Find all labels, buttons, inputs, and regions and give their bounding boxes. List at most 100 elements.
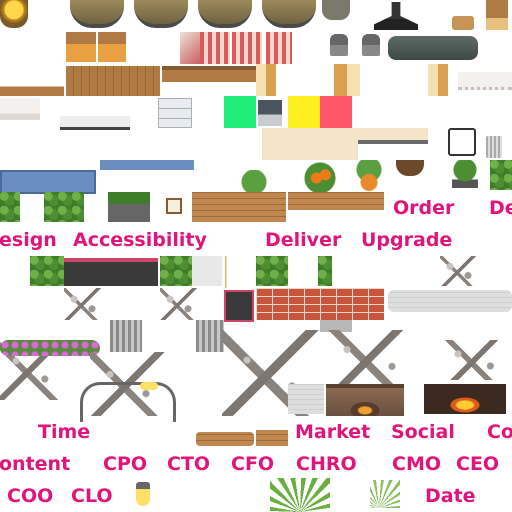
counter-sprite — [262, 128, 358, 160]
label-cto: CTO — [167, 453, 211, 475]
red-swatch — [320, 96, 352, 128]
fireplace-sprite — [424, 384, 506, 414]
barrel-sprite — [134, 0, 188, 28]
label-time: Time — [38, 421, 91, 443]
hedge-sprite — [44, 192, 84, 222]
label-de-cut: De — [489, 197, 512, 219]
tv-screen-sprite — [64, 258, 158, 286]
label-coo: COO — [7, 485, 54, 507]
label-order: Order — [393, 197, 455, 219]
label-deliver: Deliver — [265, 229, 342, 251]
label-content-cut: ontent — [0, 453, 71, 475]
shelf-sprite — [0, 98, 40, 120]
pipe-sprite — [388, 36, 478, 60]
label-social: Social — [391, 421, 455, 443]
whiteboard-sprite — [448, 128, 476, 156]
label-ceo: CEO — [456, 453, 500, 475]
bush-sprite — [256, 256, 288, 286]
door-frame-sprite — [334, 64, 360, 96]
lamp-post-base-sprite — [362, 34, 380, 56]
pillar-sprite — [110, 320, 142, 352]
orange-tree-sprite — [302, 162, 338, 194]
bench-sprite — [162, 66, 256, 82]
label-co-cut: Co — [487, 421, 512, 443]
chair-sprite — [486, 0, 508, 30]
flower-bush-sprite — [0, 340, 100, 356]
bare-tree-sprite — [160, 288, 200, 320]
chair-sprite — [98, 32, 126, 62]
crate-sprite — [288, 192, 384, 210]
bare-tree-sprite — [64, 288, 104, 320]
table-sprite — [66, 66, 160, 96]
crate-sprite — [256, 430, 288, 446]
bush-sprite — [30, 256, 64, 286]
curtain-sprite — [200, 32, 230, 64]
bare-tree-sprite — [322, 330, 422, 386]
barrel-sprite — [322, 0, 350, 20]
light-bulb-sprite — [136, 482, 150, 506]
lamp-post-base-sprite — [330, 34, 348, 56]
stone-slab-sprite — [288, 384, 324, 414]
label-cpo: CPO — [103, 453, 148, 475]
bare-tree-sprite — [440, 340, 512, 380]
hedge-sprite — [490, 160, 512, 190]
yellow-swatch — [288, 96, 320, 128]
chair-sprite — [66, 32, 96, 62]
curtain-sprite — [232, 32, 262, 64]
dark-screen-sprite — [224, 290, 254, 322]
bush-sprite — [160, 256, 192, 286]
blue-panel-sprite — [100, 160, 194, 170]
lace-table-sprite — [458, 72, 512, 90]
pillar-sprite — [196, 320, 224, 352]
label-cmo: CMO — [392, 453, 442, 475]
barrel-sprite — [70, 0, 124, 28]
flower-pot-sprite — [396, 160, 424, 176]
bed-frame-sprite — [0, 64, 64, 96]
bush-sprite — [318, 256, 332, 286]
blue-panel-sprite — [0, 170, 96, 194]
desk-sprite — [358, 128, 428, 144]
label-cfo: CFO — [231, 453, 275, 475]
stone-slab-sprite — [388, 290, 512, 312]
palm-plant-sprite — [370, 480, 400, 508]
crate-sprite — [192, 192, 286, 222]
crate-sprite — [196, 432, 254, 446]
hedge-sprite — [0, 192, 20, 222]
barrel-sprite — [262, 0, 316, 28]
wall-panel-sprite — [192, 256, 222, 286]
label-market: Market — [295, 421, 371, 443]
lamp-bulb-sprite — [140, 382, 158, 390]
wall-panel-sprite — [222, 256, 254, 288]
label-chro: CHRO — [296, 453, 357, 475]
label-accessibility: Accessibility — [73, 229, 207, 251]
curtain-sprite — [180, 32, 200, 64]
trash-bin-sprite — [486, 136, 502, 158]
palm-plant-sprite — [270, 478, 330, 512]
planter-sprite — [108, 192, 150, 222]
potted-plant-sprite — [452, 160, 478, 188]
green-swatch — [224, 96, 256, 128]
grey-tile-sprite — [320, 320, 352, 332]
door-frame-sprite — [428, 64, 448, 96]
label-clo: CLO — [71, 485, 113, 507]
stool-sprite — [452, 16, 474, 30]
potted-plant-sprite — [354, 160, 384, 192]
curtain-sprite — [266, 32, 292, 64]
barrel-sprite — [198, 0, 252, 28]
wall-clock-sprite — [166, 198, 182, 214]
potted-plant-sprite — [240, 170, 268, 194]
street-lamp-sprite — [80, 382, 176, 422]
door-frame-sprite — [256, 64, 276, 96]
bare-tree-sprite — [440, 256, 480, 286]
cabinet-sprite — [158, 98, 192, 128]
brick-wall-sprite — [256, 288, 384, 320]
desk-sprite — [60, 116, 130, 130]
laptop-sprite — [258, 100, 282, 126]
fireplace-sprite — [326, 384, 404, 416]
label-upgrade: Upgrade — [361, 229, 453, 251]
label-design-cut: esign — [0, 229, 57, 251]
range-hood-sprite — [374, 2, 418, 30]
label-date: Date — [425, 485, 476, 507]
gold-pot-sprite — [0, 0, 28, 28]
